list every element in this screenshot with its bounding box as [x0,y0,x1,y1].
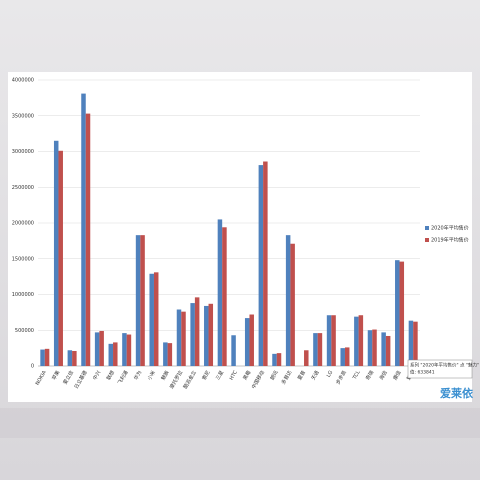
bar [249,314,254,366]
bar [217,219,223,366]
bar [399,261,405,366]
tooltip-text: 系列 "2020年平均售价" 点 "魅力" [410,362,479,369]
bar [244,318,250,366]
bar [395,260,400,366]
bar [331,315,336,366]
x-tick-label: 苹果 [50,369,61,381]
y-tick-label: 4000000 [12,78,34,84]
x-tick-label: 黑莓 [241,369,252,381]
bar [113,342,118,366]
bar [231,335,236,366]
bar [108,343,114,366]
bar [176,309,182,366]
x-tick-label: 中兴 [91,369,102,381]
legend-label: 2020年平均售价 [431,225,469,232]
bar [135,235,141,366]
y-tick-label: 500000 [15,328,34,334]
x-tick-label: HTC [229,369,239,381]
bar [258,165,264,366]
y-tick-label: 0 [31,364,34,370]
bar [385,335,391,366]
x-tick-label: 联想 [105,369,116,381]
bar [140,235,145,366]
x-tick-label: TCL [351,370,361,382]
x-tick-label: 小米 [146,369,157,381]
bar [122,333,127,366]
bar [72,350,77,366]
x-tick-label: LG [326,370,335,379]
y-tick-label: 3500000 [12,113,34,119]
bar [153,272,159,366]
bar [40,349,45,366]
bar [326,315,332,366]
bar [304,350,309,366]
bar [81,93,86,367]
bar [367,330,373,366]
tooltip-box [407,359,473,379]
bar [354,316,359,366]
bar [276,353,282,366]
y-tick-label: 1500000 [12,256,34,262]
bar [413,321,418,366]
bar [340,348,345,366]
bar [272,353,277,366]
legend-label: 2019年平均售价 [431,237,469,244]
bar [344,347,350,366]
y-tick-label: 3000000 [12,149,34,155]
bar [167,343,173,366]
bar [317,333,323,366]
legend-swatch [425,226,429,230]
x-tick-label: 康佳 [391,369,402,381]
bar [126,334,132,366]
bar [358,315,364,366]
bar [94,332,100,366]
x-tick-label: 魅族 [160,369,171,381]
watermark: 爱莱依 [440,386,474,400]
x-tick-label: 朗讯 [269,369,280,381]
x-tick-label: 索尼 [200,369,211,381]
bar [181,311,186,366]
bar [290,243,295,366]
y-tick-label: 1000000 [12,292,34,298]
x-tick-label: 华为 [132,369,143,381]
bar [372,329,377,366]
x-tick-label: 夏普 [296,369,307,381]
bar [85,113,91,366]
bar [149,273,154,366]
bar [222,227,227,366]
blur-band [0,408,480,438]
tooltip-text: 值: 633841 [410,369,435,376]
bar [163,342,168,366]
bar [99,330,104,366]
y-tick-label: 2500000 [12,185,34,191]
x-tick-label: 奇瑞 [364,369,375,381]
bar [53,140,59,366]
x-tick-label: 海信 [378,369,389,381]
bar [194,297,200,366]
legend-swatch [425,238,429,242]
bar [381,332,386,366]
bar [190,303,195,366]
bar [285,235,291,366]
bar [263,161,268,366]
bar [44,348,50,366]
bar [58,150,63,366]
bar [204,305,209,366]
bar [67,350,73,366]
x-tick-label: 天语 [310,369,321,381]
bar [313,333,318,366]
bar [408,320,414,366]
x-tick-label: 三星 [215,370,225,382]
bar [208,303,214,366]
y-tick-label: 2000000 [12,221,34,227]
